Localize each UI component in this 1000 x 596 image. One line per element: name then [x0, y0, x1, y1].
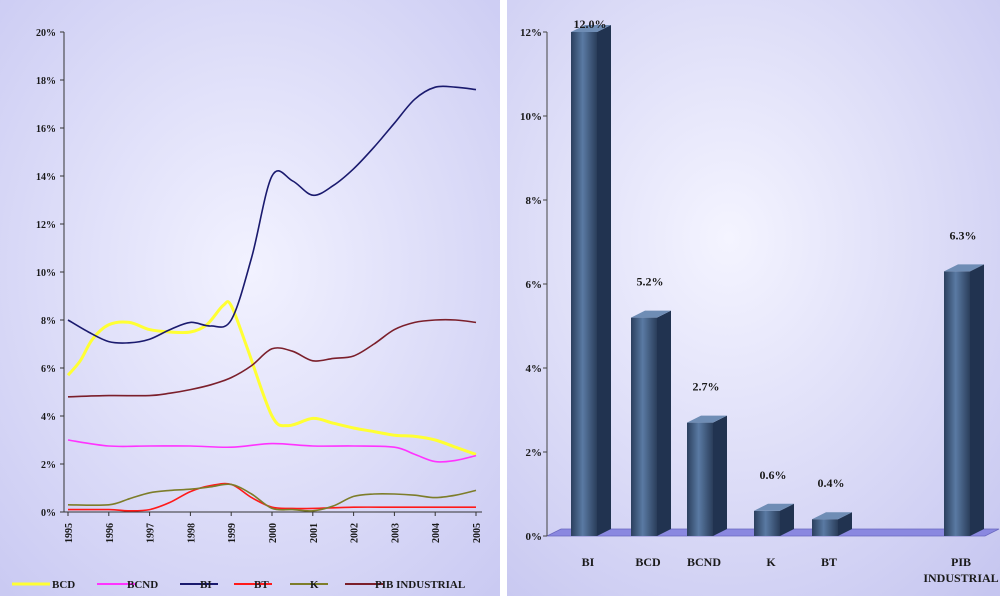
x-category-label: INDUSTRIAL — [923, 571, 998, 585]
x-category-label: BT — [821, 555, 837, 569]
bar-front — [944, 271, 970, 536]
bar-side — [780, 503, 794, 536]
x-category-label: PIB — [951, 555, 971, 569]
legend-label-k: K — [310, 579, 319, 591]
line-chart-panel: 0% 2% 4% 6% 8% 10% 12% 14% 16% 18% 20% 1995 1996 1997… — [0, 0, 500, 596]
legend-label-bcnd: BCND — [127, 579, 158, 591]
bar-top — [571, 25, 611, 32]
x-category-label: BCND — [687, 555, 721, 569]
bar-side — [597, 25, 611, 536]
y-tick-label: 20% — [36, 28, 56, 39]
y-tick-label: 4% — [526, 363, 543, 375]
legend-label-bcd: BCD — [52, 579, 75, 591]
x-tick-label: 2001 — [309, 523, 320, 543]
bar-front — [754, 510, 780, 536]
x-category-label: BCD — [635, 555, 661, 569]
x-tick-label: 2005 — [472, 523, 483, 543]
bar-top — [944, 264, 984, 272]
x-tick-label: 1996 — [105, 523, 116, 543]
y-tick-label: 2% — [526, 447, 543, 459]
x-tick-label: 2003 — [390, 523, 401, 543]
bar-chart-panel: 0% 2% 4% 6% 8% 10% 12% BI BCD BCND K BT PIB INDUSTRIA… — [507, 0, 1000, 596]
bar-front — [571, 32, 597, 536]
y-tick-label: 4% — [41, 412, 56, 423]
bar-value-label: 12.0% — [574, 17, 607, 31]
bar-top — [812, 512, 852, 520]
y-tick-label: 0% — [41, 508, 56, 519]
bar-value-label: 5.2% — [637, 275, 664, 289]
bar-chart: 0% 2% 4% 6% 8% 10% 12% BI BCD BCND K BT PIB INDUSTRIA… — [507, 0, 1000, 596]
bar-value-label: 0.4% — [818, 476, 845, 490]
series-line-bcnd — [67, 439, 477, 463]
y-tick-label: 16% — [36, 124, 56, 135]
series-line-bi — [67, 85, 477, 344]
y-tick-label: 14% — [36, 172, 56, 183]
bar-side — [657, 310, 671, 536]
bar-bcnd — [687, 415, 727, 536]
y-tick-label: 0% — [526, 531, 543, 543]
y-tick-label: 12% — [520, 27, 542, 39]
legend-label-pib-industrial: PIB INDUSTRIAL — [375, 579, 465, 591]
y-tick-label: 12% — [36, 220, 56, 231]
y-tick-label: 18% — [36, 76, 56, 87]
bar-top — [631, 310, 671, 318]
line-chart: 0% 2% 4% 6% 8% 10% 12% 14% 16% 18% 20% 1995 1996 1997… — [0, 0, 500, 596]
y-tick-label: 2% — [41, 460, 56, 471]
bar-bcd — [631, 310, 671, 536]
x-tick-label: 1995 — [64, 523, 75, 543]
bar-top — [754, 503, 794, 511]
x-tick-label: 2004 — [431, 523, 442, 543]
series-line-bcd — [66, 300, 477, 456]
x-tick-label: 1997 — [146, 523, 157, 543]
bar-value-label: 0.6% — [760, 468, 787, 482]
y-tick-label: 6% — [41, 364, 56, 375]
y-tick-label: 6% — [526, 279, 543, 291]
bar-bt — [812, 512, 852, 536]
bar-k — [754, 503, 794, 536]
y-tick-label: 10% — [520, 111, 542, 123]
x-tick-label: 1999 — [227, 523, 238, 543]
bar-pib-industrial — [944, 264, 984, 536]
x-tick-label: 1998 — [186, 523, 197, 543]
bar-front — [687, 422, 713, 536]
x-category-label: BI — [582, 555, 595, 569]
series-line-k — [67, 483, 477, 512]
bar-side — [838, 512, 852, 536]
y-tick-label: 10% — [36, 268, 56, 279]
bar-value-label: 2.7% — [693, 380, 720, 394]
x-tick-label: 2000 — [268, 523, 279, 543]
legend-label-bt: BT — [254, 579, 269, 591]
y-tick-label: 8% — [526, 195, 543, 207]
x-category-label: K — [766, 555, 776, 569]
legend-label-bi: BI — [200, 579, 212, 591]
bar-value-label: 6.3% — [950, 228, 977, 242]
bar-bi — [571, 25, 611, 536]
x-tick-label: 2002 — [350, 523, 361, 543]
y-tick-label: 8% — [41, 316, 56, 327]
bar-front — [631, 317, 657, 536]
series-line-pib-industrial — [67, 318, 477, 398]
bar-front — [812, 519, 838, 536]
bar-side — [970, 264, 984, 536]
bar-top — [687, 415, 727, 423]
series-line-bt — [67, 482, 476, 512]
bar-side — [713, 415, 727, 536]
